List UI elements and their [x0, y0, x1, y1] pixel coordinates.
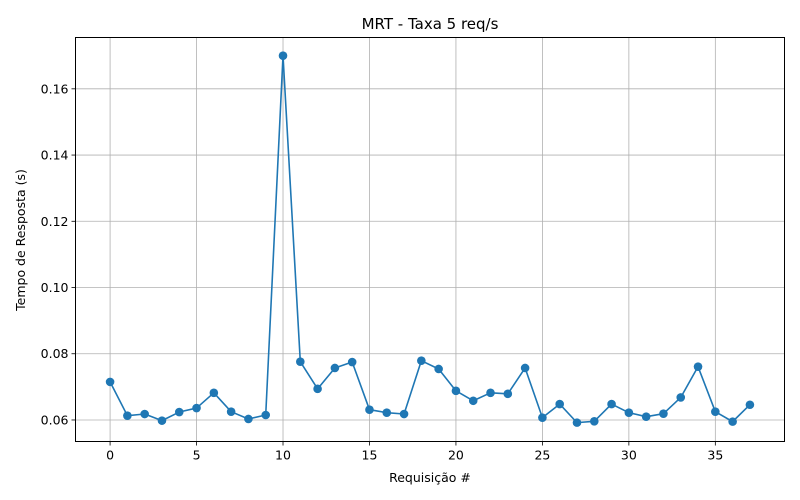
x-tick-label: 0 [106, 448, 114, 463]
data-point [745, 400, 755, 410]
series-path [109, 54, 751, 424]
data-point [589, 417, 599, 426]
y-tick-label: 0.08 [41, 346, 69, 361]
data-point [538, 413, 547, 422]
data-point [728, 417, 737, 426]
data-point [417, 356, 426, 366]
plot-frame [75, 37, 785, 442]
data-point [399, 409, 409, 419]
data-point [296, 357, 305, 366]
data-point [641, 412, 651, 421]
y-tick-label: 0.12 [41, 214, 69, 229]
data-point [572, 418, 582, 427]
y-tick-label: 0.16 [41, 81, 69, 96]
grid [75, 37, 785, 442]
data-point [192, 403, 201, 413]
data-point [503, 389, 513, 399]
data-point [261, 410, 271, 420]
y-tick-label: 0.10 [41, 280, 69, 295]
data-point [693, 362, 703, 371]
x-tick-label: 35 [707, 448, 723, 463]
y-tick-label: 0.14 [41, 148, 69, 163]
data-point [659, 409, 668, 418]
data-point [382, 408, 392, 417]
y-tick-label: 0.06 [41, 412, 69, 427]
data-point [607, 399, 616, 409]
data-point [157, 416, 167, 425]
x-tick-label: 20 [448, 448, 464, 463]
data-point [313, 384, 322, 394]
y-axis-label: Tempo de Resposta (s) [13, 169, 28, 312]
data-point [174, 407, 184, 417]
data-point [676, 393, 686, 402]
data-point [278, 51, 288, 61]
chart-title: MRT - Taxa 5 req/s [362, 15, 499, 33]
x-axis-label: Requisição # [389, 470, 471, 485]
data-point [123, 411, 132, 420]
data-point [451, 386, 461, 396]
axis-ticks: 0 5 10 15 20 25 30 35 0.06 0.08 0.10 0.12 0.14 0.16 [41, 81, 724, 462]
data-point [624, 408, 634, 417]
x-tick-label: 15 [362, 448, 378, 463]
data-point [486, 388, 495, 398]
series-line [105, 51, 755, 427]
data-point [520, 363, 530, 373]
data-point [711, 407, 720, 416]
x-tick-label: 30 [621, 448, 637, 463]
data-point [347, 357, 357, 367]
x-tick-label: 10 [275, 448, 291, 463]
data-point [468, 396, 478, 406]
data-point [555, 399, 564, 409]
data-point [209, 388, 219, 398]
data-point [365, 405, 374, 415]
data-point [330, 363, 340, 373]
data-point [226, 407, 236, 416]
x-tick-label: 25 [534, 448, 550, 463]
data-point [244, 414, 253, 424]
data-point [434, 364, 443, 374]
data-point [140, 409, 149, 419]
data-point [105, 377, 115, 387]
x-tick-label: 5 [193, 448, 201, 463]
